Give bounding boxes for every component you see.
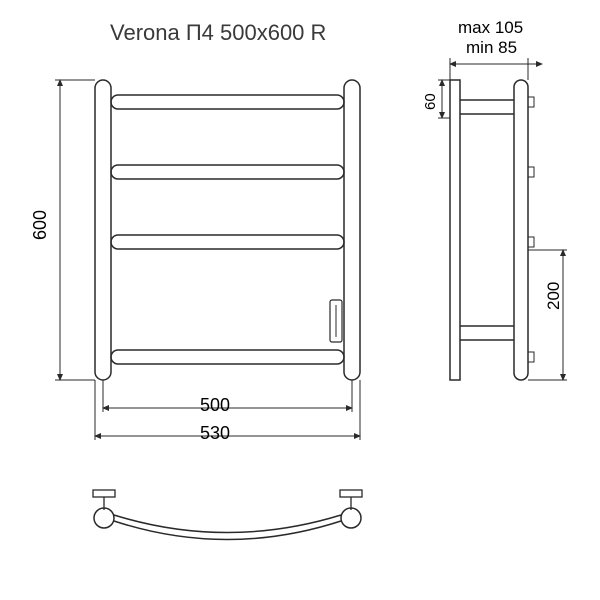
dim-offset-200: 200 (544, 282, 564, 310)
dim-height-600: 600 (30, 210, 51, 240)
dim-width-500: 500 (200, 395, 230, 416)
side-view (450, 80, 534, 380)
dim-width-530: 530 (200, 423, 230, 444)
top-view (93, 490, 362, 540)
dim-max-105: max 105 (458, 18, 523, 38)
dim-min-85: min 85 (466, 38, 517, 58)
front-view (95, 80, 360, 380)
technical-drawing (0, 0, 600, 600)
product-title: Verona П4 500x600 R (110, 20, 326, 46)
dim-depth-60: 60 (422, 93, 439, 110)
